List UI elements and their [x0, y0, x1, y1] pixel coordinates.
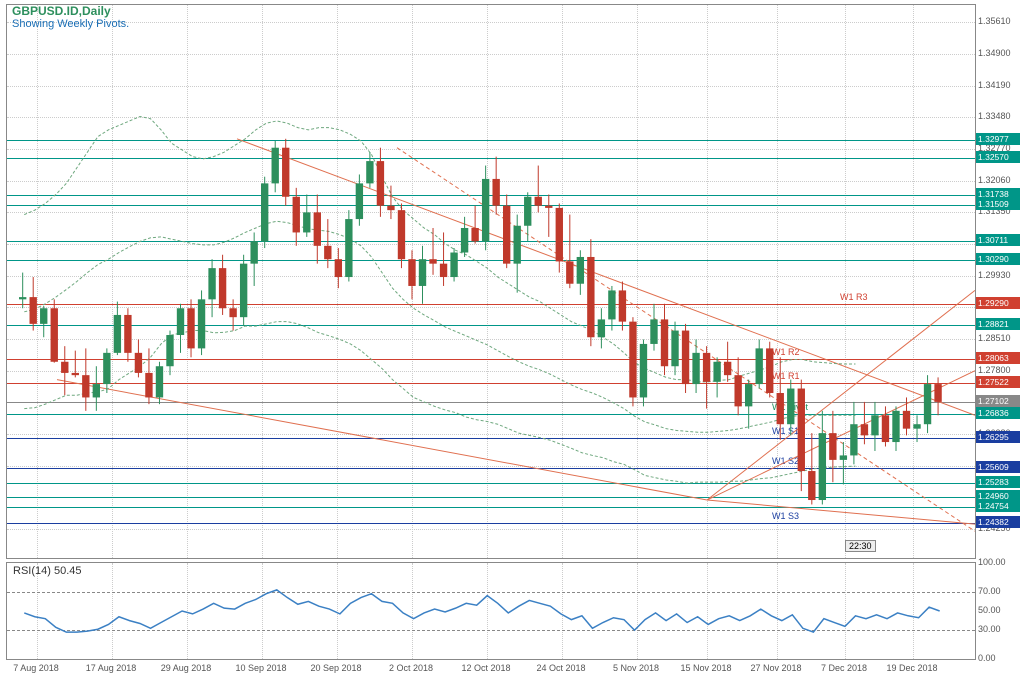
rsi-axis: 100.0070.0050.0030.000.00 — [976, 562, 1022, 660]
chart-container: W1 R3W1 R2W1 R1W1 PivotW1 S1W1 S2W1 S322… — [0, 0, 1024, 683]
price-axis: 1.356101.349001.341901.334801.327701.320… — [976, 4, 1022, 559]
countdown-timer: 22:30 — [845, 540, 876, 552]
rsi-indicator-chart[interactable]: RSI(14) 50.45 — [6, 562, 976, 660]
time-axis: 7 Aug 201817 Aug 201829 Aug 201810 Sep 2… — [6, 661, 976, 681]
main-price-chart[interactable]: W1 R3W1 R2W1 R1W1 PivotW1 S1W1 S2W1 S322… — [6, 4, 976, 559]
chart-subtitle: Showing Weekly Pivots. — [12, 18, 129, 30]
chart-title: GBPUSD.ID,Daily — [12, 4, 111, 18]
